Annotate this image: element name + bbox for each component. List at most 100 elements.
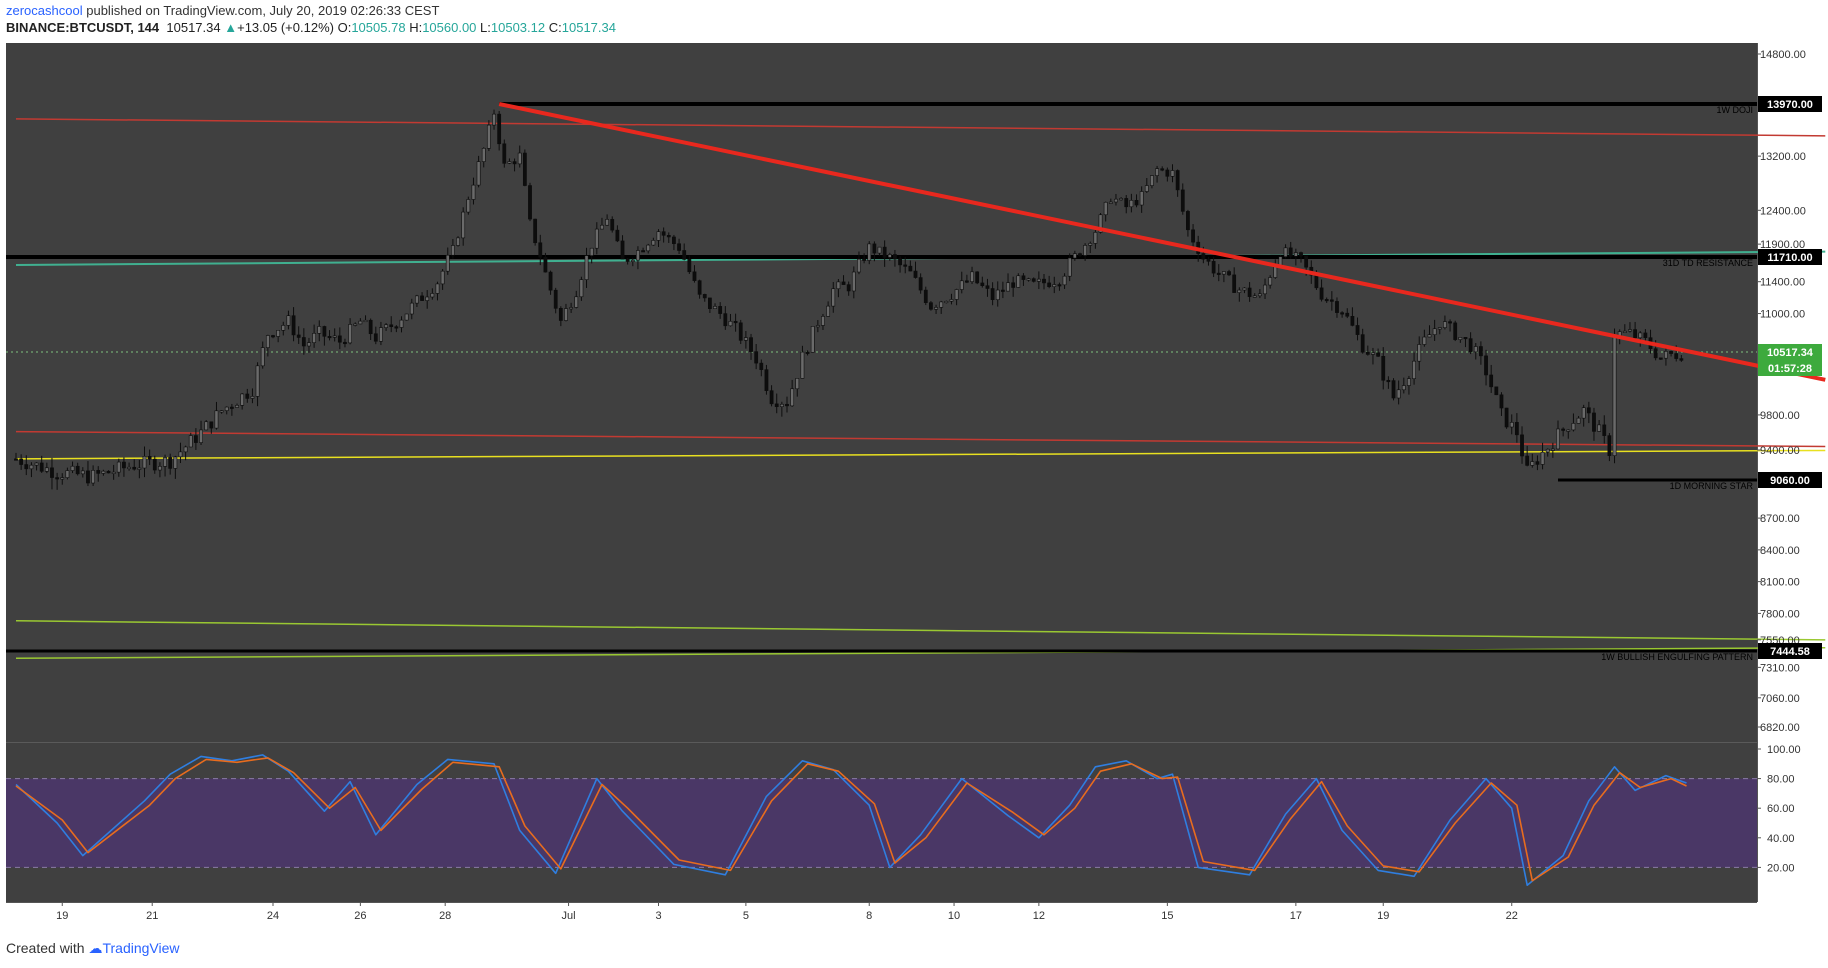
candle-down — [558, 308, 563, 321]
candle-down — [1679, 358, 1684, 361]
candle-up — [1540, 451, 1545, 465]
candle-up — [949, 299, 954, 302]
candle-down — [1653, 348, 1658, 359]
candle-down — [1669, 351, 1673, 354]
candle-up — [65, 470, 70, 478]
candle-up — [214, 410, 219, 429]
candle-up — [815, 325, 820, 328]
candle-down — [271, 335, 275, 338]
candle-down — [1206, 258, 1211, 262]
candle-up — [384, 324, 388, 328]
price-label-text: 13970.00 — [1767, 99, 1813, 111]
candle-down — [785, 403, 789, 407]
price-tick-label: 8700.00 — [1760, 513, 1800, 525]
price-tick-label: 6820.00 — [1760, 722, 1800, 734]
candle-down — [96, 470, 101, 474]
candle-up — [1083, 245, 1088, 256]
candle-down — [1468, 338, 1473, 353]
candle-up — [60, 477, 65, 480]
high-label: H: — [409, 20, 423, 35]
candle-up — [379, 327, 383, 342]
candle-up — [158, 466, 162, 471]
candle-up — [1664, 351, 1668, 359]
candle-down — [625, 258, 630, 262]
time-tick-label: 19 — [1377, 910, 1389, 922]
candle-up — [944, 300, 949, 304]
candle-down — [1232, 274, 1237, 293]
time-tick-label: 19 — [56, 910, 68, 922]
open-value: 10505.78 — [351, 20, 406, 35]
candle-up — [579, 279, 584, 298]
candle-down — [1335, 301, 1339, 313]
candle-down — [718, 306, 723, 314]
candle-down — [1057, 284, 1062, 287]
candle-up — [1268, 277, 1273, 286]
candle-down — [908, 265, 913, 272]
candle-up — [800, 351, 805, 379]
candle-down — [1299, 252, 1303, 257]
candle-down — [543, 257, 548, 273]
candle-down — [194, 435, 198, 443]
candle-down — [990, 288, 995, 301]
close-label: C: — [548, 20, 562, 35]
candle-up — [1550, 448, 1555, 451]
candle-up — [1016, 275, 1021, 288]
candle-up — [173, 456, 178, 469]
candle-up — [183, 446, 188, 453]
high-value: 10560.00 — [422, 20, 477, 35]
candle-up — [332, 335, 337, 338]
candle-down — [1180, 189, 1185, 212]
candle-up — [1628, 329, 1632, 332]
candle-up — [728, 320, 733, 327]
candle-up — [137, 467, 142, 470]
symbol-label[interactable]: BINANCE:BTCUSDT, 144 — [6, 20, 160, 35]
candle-down — [152, 458, 157, 471]
candle-up — [1052, 284, 1057, 287]
candle-down — [75, 465, 80, 475]
candle-down — [682, 250, 687, 260]
candle-up — [574, 296, 579, 308]
candle-down — [1463, 337, 1468, 340]
tradingview-brand[interactable]: TradingView — [102, 940, 180, 956]
candle-down — [898, 258, 902, 266]
candle-down — [1391, 380, 1396, 399]
candle-down — [245, 393, 250, 399]
candle-up — [188, 435, 193, 448]
candle-up — [44, 467, 49, 472]
candle-down — [774, 403, 779, 407]
chart-header-publisher: zerocashcool published on TradingView.co… — [6, 3, 439, 18]
candle-up — [481, 148, 486, 162]
price-tick-label: 7310.00 — [1760, 662, 1800, 674]
candle-up — [1371, 352, 1375, 355]
candle-up — [630, 259, 635, 262]
candle-up — [1072, 253, 1077, 259]
candle-up — [492, 113, 496, 126]
candle-down — [1607, 435, 1612, 456]
candle-up — [363, 319, 368, 323]
candle-down — [1247, 287, 1252, 297]
candle-down — [1350, 315, 1355, 326]
candle-up — [265, 335, 270, 348]
candle-down — [291, 315, 296, 336]
candle-up — [1638, 332, 1643, 339]
author-link[interactable]: zerocashcool — [6, 3, 83, 18]
candle-up — [127, 466, 131, 470]
candle-up — [450, 245, 455, 256]
time-tick-label: 22 — [1506, 910, 1518, 922]
candle-up — [1237, 289, 1242, 293]
candle-down — [368, 319, 373, 335]
candle-down — [86, 470, 90, 484]
candle-down — [1340, 312, 1345, 315]
candle-up — [1597, 424, 1602, 432]
candle-up — [1278, 256, 1283, 266]
candle-down — [985, 285, 990, 289]
candle-up — [440, 270, 445, 285]
candle-up — [743, 337, 748, 341]
candle-up — [1150, 175, 1154, 186]
candle-up — [851, 271, 856, 292]
candle-down — [1602, 424, 1607, 436]
candle-down — [1304, 255, 1309, 268]
candle-up — [877, 246, 882, 254]
chart-header-ohlc: BINANCE:BTCUSDT, 144 10517.34 ▲+13.05 (+… — [6, 20, 616, 35]
